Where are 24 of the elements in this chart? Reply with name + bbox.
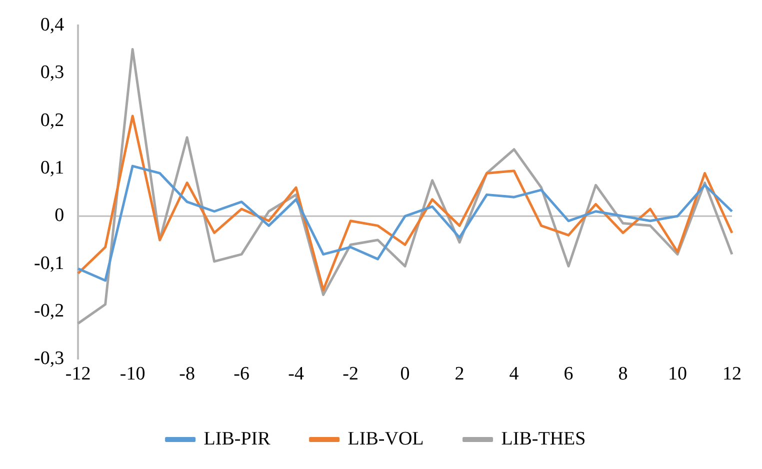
- x-tick-label: 0: [400, 364, 410, 385]
- x-tick-label: -6: [234, 364, 250, 385]
- x-tick-label: 10: [668, 364, 688, 385]
- y-tick-label: 0,4: [40, 14, 65, 36]
- x-tick-label: 2: [454, 364, 464, 385]
- x-tick-label: 12: [722, 364, 742, 385]
- x-tick-label: 4: [509, 364, 520, 385]
- x-tick-label: -12: [65, 364, 91, 385]
- x-tick-label: 6: [564, 364, 574, 385]
- y-tick-label: 0: [54, 205, 64, 226]
- y-tick-label: 0,2: [40, 110, 64, 131]
- x-tick-label: -2: [342, 364, 358, 385]
- y-tick-label: -0,3: [34, 348, 64, 370]
- y-tick-label: 0,3: [40, 62, 64, 84]
- x-tick-label: -8: [179, 364, 195, 385]
- x-tick-label: 8: [618, 364, 628, 385]
- legend-label: LIB-THES: [501, 428, 586, 450]
- x-tick-label: -10: [120, 364, 146, 385]
- y-tick-label: -0,1: [34, 252, 64, 274]
- y-tick-label: -0,2: [34, 300, 64, 322]
- legend-label: LIB-VOL: [348, 428, 424, 450]
- y-tick-label: 0,1: [40, 157, 64, 178]
- x-tick-label: -4: [288, 364, 304, 385]
- legend-label: LIB-PIR: [204, 428, 271, 450]
